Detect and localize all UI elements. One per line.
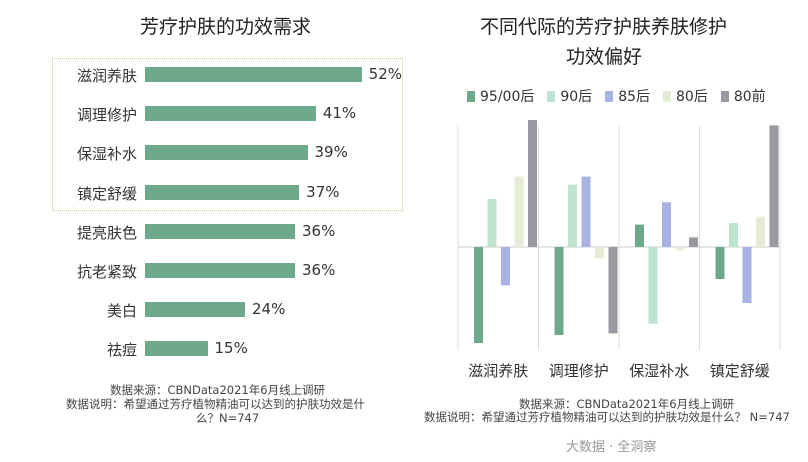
legend-swatch [663, 90, 672, 102]
left-bar-category-label: 调理修护 [76, 106, 137, 125]
legend-label: 85后 [618, 89, 651, 105]
legend-label: 80后 [676, 89, 708, 105]
left-bar-value-label: 41% [322, 104, 357, 123]
grouped-bar [648, 247, 658, 324]
watermark: 大数据 · 全洞察 [566, 440, 657, 455]
legend-swatch [605, 90, 614, 102]
right-chart-title-line1: 不同代际的芳疗护肤养肤修护 [480, 16, 728, 38]
left-bar-category-label: 滋润养肤 [76, 67, 137, 85]
grouped-bar [595, 247, 604, 259]
left-bar-value-label: 39% [314, 143, 348, 162]
left-note-source: 数据来源：CBNData2021年6月线上调研 [110, 383, 326, 397]
left-note-desc-2: 么？N=747 [196, 411, 260, 425]
left-bar [145, 67, 362, 82]
legend-swatch [467, 90, 475, 102]
grouped-bar [675, 247, 685, 251]
grouped-bar [568, 184, 577, 247]
left-bar-value-label: 36% [302, 221, 336, 240]
grouped-bar [608, 247, 618, 334]
left-note-desc-1: 数据说明：希望通过芳疗植物精油可以达到的护肤功效是什 [66, 397, 365, 411]
legend-item: 85后 [605, 86, 650, 106]
right-chart-title-line2: 功效偏好 [566, 46, 643, 68]
legend-label: 80前 [733, 89, 766, 105]
left-bar [145, 184, 300, 200]
grouped-bar [662, 202, 671, 247]
left-bar-category-label: 抗老紧致 [76, 263, 137, 281]
left-bar [145, 223, 295, 239]
left-bar [145, 302, 245, 318]
grouped-bar [554, 247, 564, 335]
legend-swatch [720, 90, 729, 102]
left-bar-value-label: 24% [252, 300, 286, 319]
legend-label: 90后 [560, 89, 593, 105]
legend-swatch [547, 90, 556, 102]
left-bar [145, 145, 308, 161]
grouped-bar [715, 247, 725, 279]
left-bar-value-label: 37% [306, 182, 340, 201]
grouped-bar [756, 216, 765, 247]
left-bar [145, 106, 316, 122]
legend-item: 80前 [720, 86, 766, 106]
left-bar-category-label: 祛痘 [106, 341, 137, 360]
grouped-bar [769, 125, 779, 247]
left-bar-chart: 滋润养肤 52% 调理修护 41% 保湿补水 39% 镇定舒缓 37% 提亮肤色 36% 抗老紧致 3… [0, 0, 410, 380]
right-chart-legend: 95/00后 90后 85后 80后 80前 [467, 86, 779, 106]
grouped-bar [689, 237, 698, 247]
grouped-bar [729, 223, 738, 247]
grouped-bar [528, 120, 537, 248]
right-note-source: 数据来源：CBNData2021年6月线上调研 [519, 397, 735, 411]
right-grouped-bar-chart: 滋润养肤 调理修护 保湿补水 镇定舒缓 [457, 120, 781, 380]
grouped-bar [581, 176, 591, 247]
grouped-bar [474, 247, 483, 343]
grouped-bar [514, 176, 524, 247]
grouped-bar [635, 224, 644, 247]
left-bar-value-label: 36% [302, 261, 336, 279]
category-axis-label: 保湿补水 [629, 362, 689, 380]
left-bar-value-label: 15% [214, 339, 248, 358]
left-bar-category-label: 提亮肤色 [76, 223, 137, 242]
highlight-box [52, 58, 403, 211]
category-axis-label: 滋润养肤 [468, 362, 528, 380]
left-bar-value-label: 52% [368, 65, 402, 83]
legend-item: 90后 [547, 86, 592, 106]
legend-item: 95/00后 [467, 86, 534, 106]
grouped-bar [487, 199, 497, 247]
category-axis-label: 调理修护 [549, 362, 609, 380]
left-bar-category-label: 美白 [106, 302, 137, 321]
left-bar-category-label: 保湿补水 [76, 145, 137, 164]
left-chart-title: 芳疗护肤的功效需求 [140, 16, 312, 38]
left-bar [145, 341, 208, 357]
left-bar-category-label: 镇定舒缓 [76, 184, 137, 203]
category-axis-label: 镇定舒缓 [710, 362, 770, 380]
legend-label: 95/00后 [480, 89, 535, 105]
right-note-desc: 数据说明：希望通过芳疗植物精油可以达到的护肤功效是什么？ N=747 [424, 410, 790, 424]
grouped-bar [742, 247, 752, 303]
left-bar [145, 263, 295, 278]
grouped-bar [501, 247, 510, 286]
legend-item: 80后 [663, 86, 708, 106]
